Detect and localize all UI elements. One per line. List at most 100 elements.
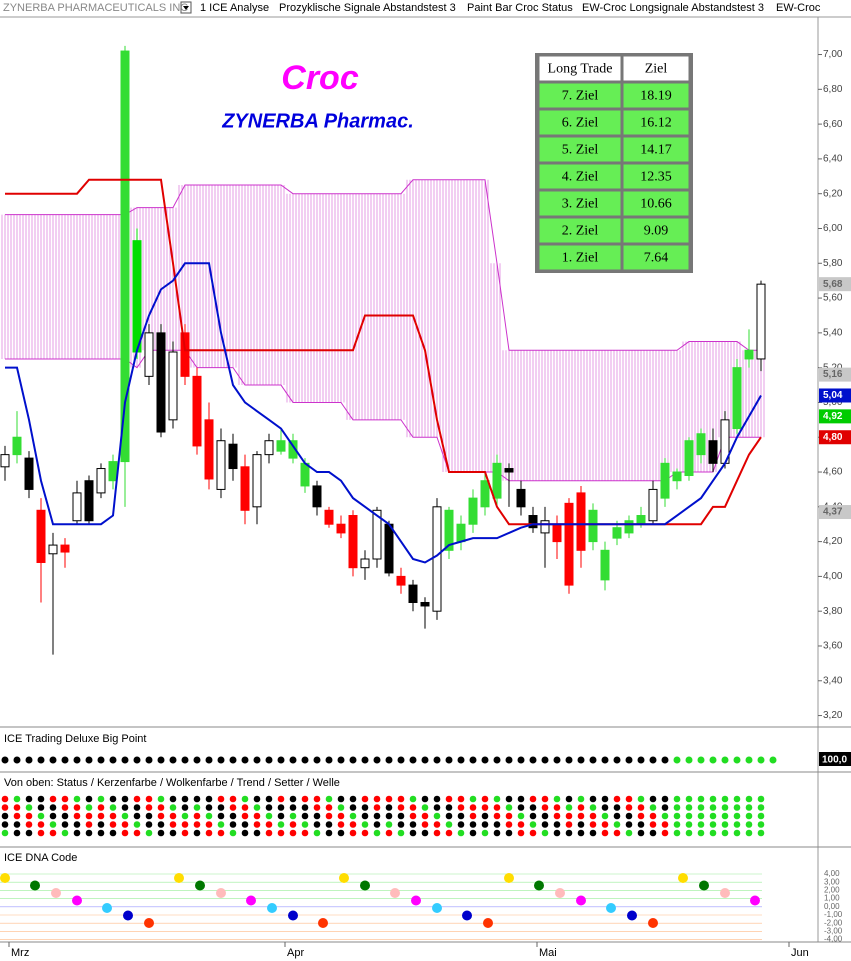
signal-dot bbox=[373, 756, 381, 764]
table-cell-text: 4. Ziel bbox=[562, 170, 599, 185]
status-dot bbox=[709, 795, 717, 803]
status-dot bbox=[349, 821, 357, 828]
signal-dot bbox=[265, 756, 273, 764]
tab-label[interactable]: EW-Croc bbox=[776, 2, 821, 14]
candle-body bbox=[468, 497, 478, 525]
status-dot bbox=[313, 795, 321, 803]
status-dot bbox=[25, 821, 33, 828]
signal-dot bbox=[565, 756, 573, 764]
status-dot bbox=[709, 829, 717, 837]
status-dot bbox=[757, 821, 765, 828]
signal-dot bbox=[385, 756, 393, 764]
status-dot bbox=[457, 829, 465, 837]
price-tag bbox=[819, 505, 851, 520]
status-dot bbox=[325, 795, 333, 803]
candle-body bbox=[660, 462, 670, 499]
signal-dot bbox=[349, 756, 357, 764]
price-tag bbox=[819, 367, 851, 382]
status-dot bbox=[757, 829, 765, 837]
status-dot bbox=[49, 812, 57, 820]
dna-dot bbox=[51, 888, 61, 898]
table-cell-text: 3. Ziel bbox=[562, 197, 599, 212]
candle-body bbox=[408, 584, 418, 603]
table-cell bbox=[538, 82, 622, 109]
signal-dot bbox=[361, 756, 369, 764]
table-cell bbox=[538, 190, 622, 217]
candle-body bbox=[696, 433, 706, 456]
table-cell-text: 1. Ziel bbox=[562, 251, 599, 266]
status-dot bbox=[49, 804, 57, 811]
table-cell-text: 16.12 bbox=[640, 116, 672, 131]
status-dot bbox=[673, 812, 681, 820]
status-dot bbox=[37, 821, 45, 828]
signal-dot bbox=[145, 756, 153, 764]
y-tick-label: 3,20 bbox=[823, 710, 843, 721]
status-dot bbox=[505, 804, 513, 811]
status-dot bbox=[601, 829, 609, 837]
candle-body bbox=[600, 549, 610, 581]
tab-label[interactable]: 1 ICE Analyse bbox=[200, 2, 269, 14]
status-dot bbox=[565, 821, 573, 828]
candle-body bbox=[228, 443, 238, 470]
status-dot bbox=[397, 804, 405, 811]
status-dot bbox=[517, 821, 525, 828]
chart-subtitle: ZYNERBA Pharmac. bbox=[221, 110, 414, 132]
status-dot bbox=[397, 812, 405, 820]
status-dot bbox=[625, 812, 633, 820]
status-dot bbox=[445, 795, 453, 803]
status-dot bbox=[13, 829, 21, 837]
table-cell-text: 6. Ziel bbox=[562, 116, 599, 131]
signal-dot bbox=[169, 756, 177, 764]
tab-label[interactable]: Prozyklische Signale Abstandstest 3 bbox=[279, 2, 456, 14]
signal-dot bbox=[541, 756, 549, 764]
status-dot bbox=[709, 804, 717, 811]
dna-dot bbox=[30, 880, 40, 891]
status-dot bbox=[373, 804, 381, 811]
tab-label[interactable]: EW-Croc Longsignale Abstandstest 3 bbox=[582, 2, 764, 14]
status-dot bbox=[109, 812, 117, 820]
table-cell-text: 7.64 bbox=[644, 251, 669, 266]
status-dot bbox=[709, 812, 717, 820]
status-dot bbox=[169, 829, 177, 837]
status-dot bbox=[721, 812, 729, 820]
status-dot bbox=[685, 829, 693, 837]
dna-label: -1,00 bbox=[824, 910, 843, 919]
status-dot bbox=[325, 804, 333, 811]
status-dot bbox=[289, 795, 297, 803]
candle-body bbox=[672, 471, 682, 482]
status-dot bbox=[193, 829, 201, 837]
status-dot bbox=[97, 821, 105, 828]
signal-dot bbox=[529, 756, 537, 764]
status-dot bbox=[13, 821, 21, 828]
status-dot bbox=[301, 829, 309, 837]
candle-body bbox=[60, 544, 70, 553]
status-dot bbox=[577, 795, 585, 803]
candle-body bbox=[384, 523, 394, 574]
status-dot bbox=[97, 795, 105, 803]
signal-dot bbox=[337, 756, 345, 764]
candle-body bbox=[288, 440, 298, 459]
status-dot bbox=[133, 795, 141, 803]
dna-dot bbox=[576, 895, 586, 906]
candle-body bbox=[492, 462, 502, 499]
candle-body bbox=[588, 509, 598, 543]
chart-title: Croc bbox=[281, 59, 359, 97]
status-dot bbox=[577, 812, 585, 820]
status-dot bbox=[421, 812, 429, 820]
status-dot bbox=[181, 829, 189, 837]
table-cell bbox=[538, 217, 622, 244]
candle-body bbox=[204, 419, 214, 480]
status-dot bbox=[673, 804, 681, 811]
table-cell bbox=[622, 82, 690, 109]
signal-dot bbox=[37, 756, 45, 764]
status-dot bbox=[421, 804, 429, 811]
status-dot bbox=[289, 812, 297, 820]
status-dot bbox=[25, 829, 33, 837]
status-dot bbox=[649, 812, 657, 820]
status-dot bbox=[661, 821, 669, 828]
tab-label[interactable]: ZYNERBA PHARMACEUTICALS INC bbox=[3, 2, 188, 14]
table-cell bbox=[622, 163, 690, 190]
status-dot bbox=[385, 829, 393, 837]
tab-label[interactable]: Paint Bar Croc Status bbox=[467, 2, 573, 14]
status-dot bbox=[193, 821, 201, 828]
